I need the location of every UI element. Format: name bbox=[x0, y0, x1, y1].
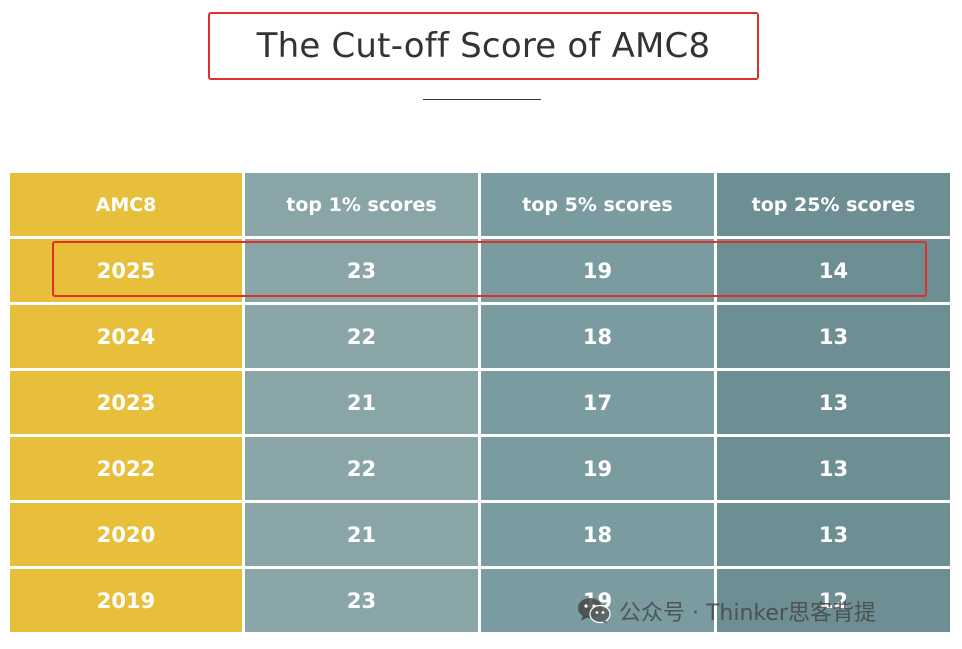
year-cell: 2023 bbox=[10, 371, 242, 434]
table-row: 2023 21 17 13 bbox=[10, 371, 950, 434]
year-cell: 2019 bbox=[10, 569, 242, 632]
title-underline bbox=[423, 99, 541, 100]
top-1-score-cell: 23 bbox=[245, 239, 478, 302]
year-cell: 2020 bbox=[10, 503, 242, 566]
top-1-score-cell: 21 bbox=[245, 503, 478, 566]
header-top-5-percent: top 5% scores bbox=[481, 173, 714, 236]
header-top-1-percent: top 1% scores bbox=[245, 173, 478, 236]
year-cell: 2024 bbox=[10, 305, 242, 368]
top-25-score-cell: 13 bbox=[717, 305, 950, 368]
watermark-text: 公众号 · Thinker思客背提 bbox=[619, 601, 876, 626]
top-5-score-cell: 17 bbox=[481, 371, 714, 434]
top-25-score-cell: 12 bbox=[717, 569, 950, 632]
cutoff-score-table: AMC8 top 1% scores top 5% scores top 25%… bbox=[7, 170, 953, 635]
top-1-score-cell: 22 bbox=[245, 305, 478, 368]
top-25-score-cell: 13 bbox=[717, 503, 950, 566]
year-cell: 2022 bbox=[10, 437, 242, 500]
top-5-score-cell: 19 bbox=[481, 239, 714, 302]
title-highlight-box: The Cut-off Score of AMC8 bbox=[208, 12, 759, 80]
top-5-score-cell: 19 bbox=[481, 437, 714, 500]
header-amc8: AMC8 bbox=[10, 173, 242, 236]
table-row: 2022 22 19 13 bbox=[10, 437, 950, 500]
top-5-score-cell: 18 bbox=[481, 503, 714, 566]
table-row: 2024 22 18 13 bbox=[10, 305, 950, 368]
top-1-score-cell: 21 bbox=[245, 371, 478, 434]
wechat-icon bbox=[577, 597, 611, 625]
year-cell: 2025 bbox=[10, 239, 242, 302]
top-25-score-cell: 14 bbox=[717, 239, 950, 302]
header-top-25-percent: top 25% scores bbox=[717, 173, 950, 236]
top-1-score-cell: 22 bbox=[245, 437, 478, 500]
page-title: The Cut-off Score of AMC8 bbox=[256, 26, 711, 66]
watermark: 公众号 · Thinker思客背提 bbox=[577, 594, 876, 628]
top-5-score-cell: 18 bbox=[481, 305, 714, 368]
table-header-row: AMC8 top 1% scores top 5% scores top 25%… bbox=[10, 173, 950, 236]
table-row: 2020 21 18 13 bbox=[10, 503, 950, 566]
table-row: 2025 23 19 14 bbox=[10, 239, 950, 302]
top-25-score-cell: 13 bbox=[717, 437, 950, 500]
top-1-score-cell: 23 bbox=[245, 569, 478, 632]
top-25-score-cell: 13 bbox=[717, 371, 950, 434]
